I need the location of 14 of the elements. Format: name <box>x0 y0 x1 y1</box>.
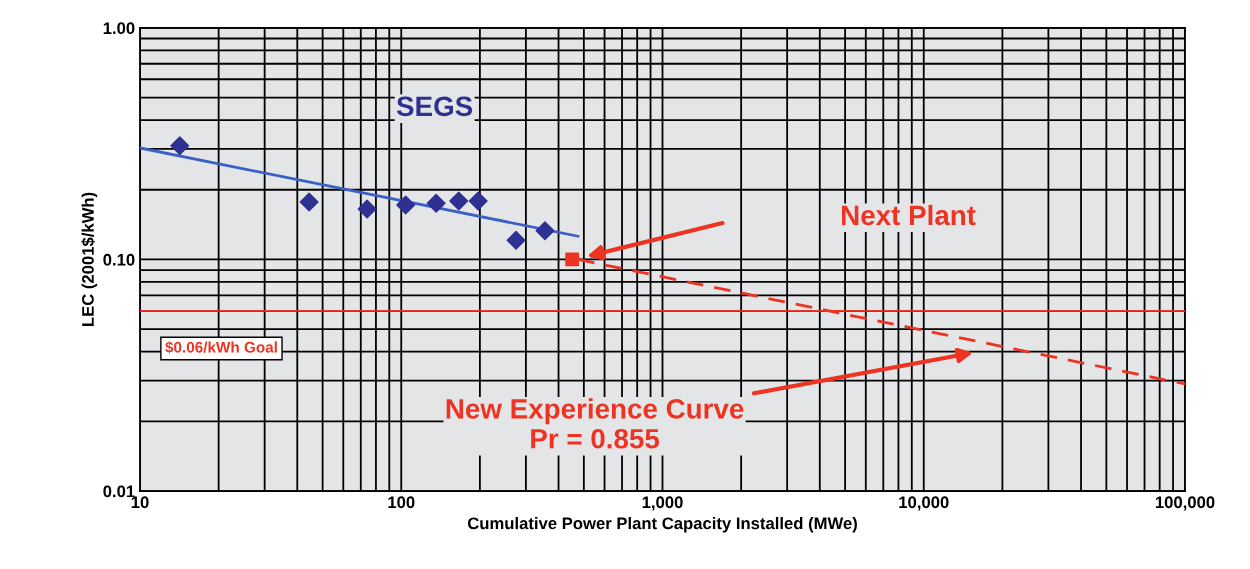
annotation: Next Plant <box>842 204 976 226</box>
x-tick-label: 100,000 <box>1155 496 1215 511</box>
x-tick-label: 1,000 <box>642 496 683 511</box>
x-tick-label: 10 <box>131 496 149 509</box>
x-tick-label: 10,000 <box>899 496 949 511</box>
text: SEGS <box>396 96 473 117</box>
x-tick-label: 100 <box>388 496 415 509</box>
annotation: New Experience Curve Pr = 0.855 <box>446 398 744 449</box>
y-tick-label: 0.01 <box>103 485 135 498</box>
ref-line-label: $0.06/kWh Goal <box>165 341 277 354</box>
x-axis-title: Cumulative Power Plant Capacity Installed (MWe) <box>467 517 857 533</box>
y-axis-title: LEC (2001$/kWh) <box>81 192 98 326</box>
y-tick-label: 1.00 <box>103 22 135 35</box>
y-tick-label: 0.10 <box>103 253 135 266</box>
